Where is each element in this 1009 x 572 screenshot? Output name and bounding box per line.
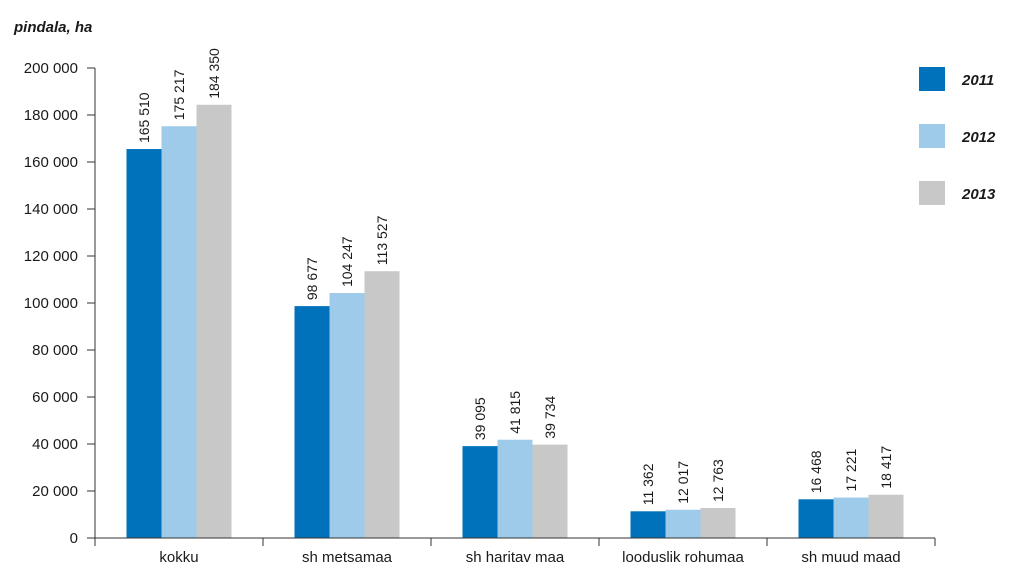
data-label: 12 017 — [675, 461, 691, 504]
bar — [196, 104, 232, 538]
data-label: 98 677 — [304, 257, 320, 300]
x-tick-label: kokku — [159, 549, 198, 566]
y-tick-label: 180 000 — [24, 107, 78, 124]
y-tick-label: 0 — [70, 530, 78, 547]
data-label: 16 468 — [808, 450, 824, 493]
legend-label: 2013 — [961, 186, 996, 203]
bar — [868, 494, 904, 538]
data-label: 17 221 — [843, 448, 859, 491]
bar — [462, 446, 498, 538]
x-tick-label: sh haritav maa — [466, 549, 565, 566]
bar — [665, 509, 701, 538]
x-tick-label: sh metsamaa — [302, 549, 393, 566]
x-tick-label: looduslik rohumaa — [622, 549, 744, 566]
data-label: 11 362 — [640, 463, 656, 505]
y-tick-label: 200 000 — [24, 60, 78, 77]
bar — [161, 126, 197, 538]
bars — [126, 104, 904, 538]
bar — [126, 149, 162, 538]
bar — [294, 306, 330, 538]
y-tick-label: 120 000 — [24, 248, 78, 265]
legend-label: 2011 — [961, 72, 994, 89]
data-label: 165 510 — [136, 92, 152, 143]
data-label: 184 350 — [206, 48, 222, 99]
data-label: 39 734 — [542, 396, 558, 439]
legend-swatch — [919, 124, 945, 148]
data-label: 12 763 — [710, 459, 726, 502]
y-tick-label: 100 000 — [24, 295, 78, 312]
data-label: 175 217 — [171, 69, 187, 120]
bar — [497, 439, 533, 538]
data-label: 18 417 — [878, 446, 894, 489]
y-tick-label: 140 000 — [24, 201, 78, 218]
y-tick-label: 160 000 — [24, 154, 78, 171]
y-tick-label: 80 000 — [32, 342, 78, 359]
data-label: 113 527 — [374, 215, 390, 265]
data-labels: 165 510 175 217 184 350 98 677 104 247 113 52… — [136, 48, 894, 505]
bar — [630, 511, 666, 538]
legend-label: 2012 — [961, 129, 996, 146]
y-tick-label: 60 000 — [32, 389, 78, 406]
data-label: 41 815 — [507, 391, 523, 434]
legend: 2011 2012 2013 — [919, 67, 996, 205]
y-axis: 0 20 000 40 000 60 000 80 000 100 000 120 000 1… — [24, 60, 96, 547]
bar — [833, 497, 869, 538]
bar — [364, 271, 400, 538]
x-axis: kokku sh metsamaa sh haritav maa looduslik … — [94, 537, 936, 566]
bar — [329, 293, 365, 538]
bar — [532, 444, 568, 538]
y-tick-label: 40 000 — [32, 436, 78, 453]
legend-swatch — [919, 181, 945, 205]
legend-swatch — [919, 67, 945, 91]
y-axis-label: pindala, ha — [13, 19, 92, 36]
data-label: 39 095 — [472, 397, 488, 440]
bar — [798, 499, 834, 538]
y-tick-label: 20 000 — [32, 483, 78, 500]
data-label: 104 247 — [339, 236, 355, 287]
x-tick-label: sh muud maad — [801, 549, 900, 566]
bar — [700, 508, 736, 538]
